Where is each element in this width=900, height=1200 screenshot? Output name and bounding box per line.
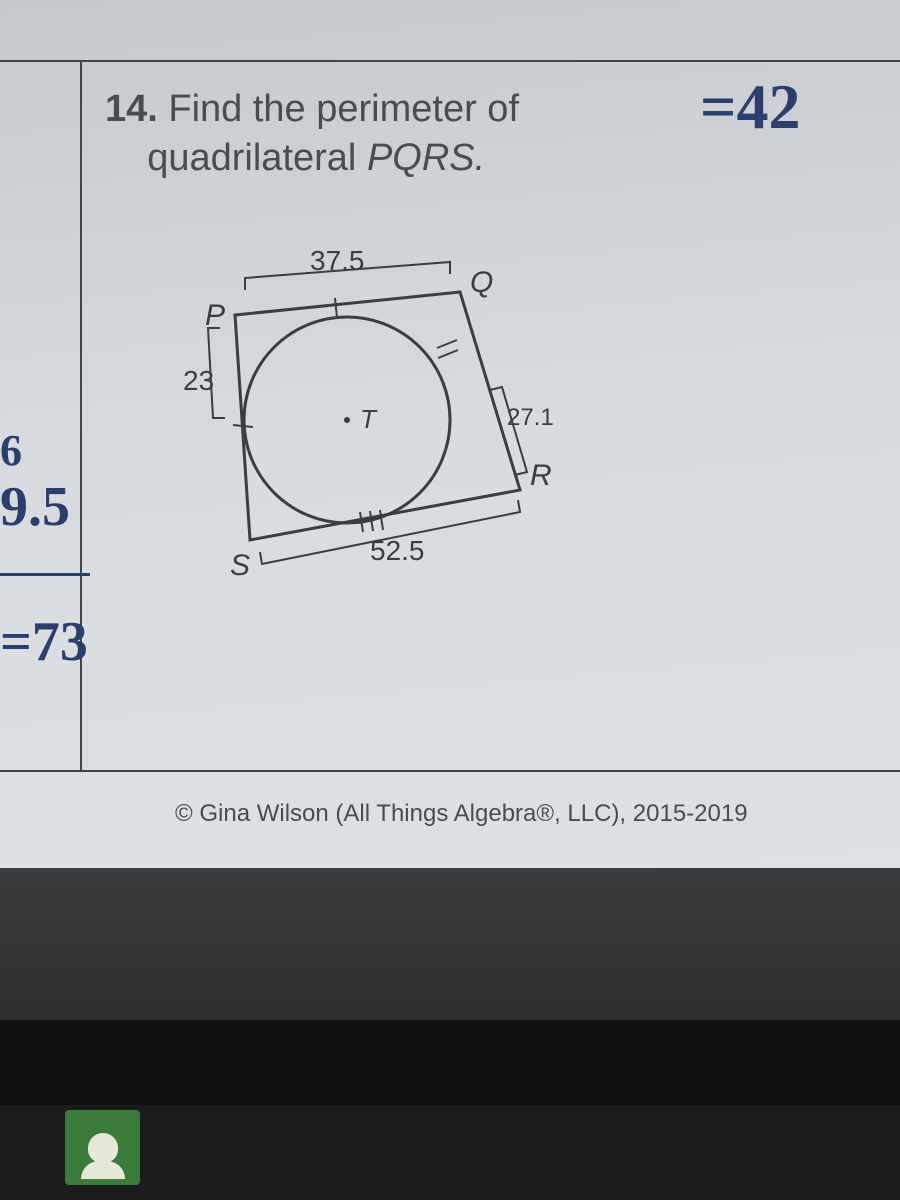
- question-number: 14.: [105, 88, 158, 130]
- handwriting-margin-6: 6: [0, 425, 22, 476]
- person-icon: [88, 1133, 118, 1163]
- question-prompt: 14. Find the perimeter of quadrilateral …: [105, 85, 519, 184]
- vertex-Q: Q: [470, 266, 493, 299]
- center-point: [344, 417, 350, 423]
- diagram-svg: T P Q R S: [135, 250, 555, 630]
- table-top-border: [0, 60, 900, 62]
- handwriting-underline: [0, 573, 90, 576]
- shape-name: PQRS.: [367, 137, 485, 179]
- question-line1: Find the perimeter of: [168, 88, 519, 130]
- label-PS: 23: [183, 365, 214, 396]
- vertex-R: R: [530, 459, 552, 492]
- label-QR: 27.1: [507, 404, 554, 431]
- quadrilateral-pqrs: [235, 292, 520, 540]
- handwriting-answer-42: =42: [700, 70, 800, 144]
- label-PQ: 37.5: [310, 250, 365, 276]
- handwriting-margin-95: 9.5: [0, 475, 90, 539]
- question-line2: quadrilateral: [147, 137, 356, 179]
- screen-surface: 14. Find the perimeter of quadrilateral …: [0, 0, 900, 870]
- handwriting-margin-73: =73: [0, 610, 88, 674]
- label-T: T: [360, 404, 378, 434]
- taskbar[interactable]: [0, 1105, 900, 1200]
- vertex-S: S: [230, 549, 250, 582]
- geometry-diagram: T P Q R S: [135, 250, 555, 630]
- table-bottom-border: [0, 770, 900, 772]
- classroom-app-icon[interactable]: [65, 1110, 140, 1185]
- copyright-text: © Gina Wilson (All Things Algebra®, LLC)…: [175, 800, 748, 828]
- shadow-strip: [0, 1020, 900, 1115]
- label-SR: 52.5: [370, 535, 425, 566]
